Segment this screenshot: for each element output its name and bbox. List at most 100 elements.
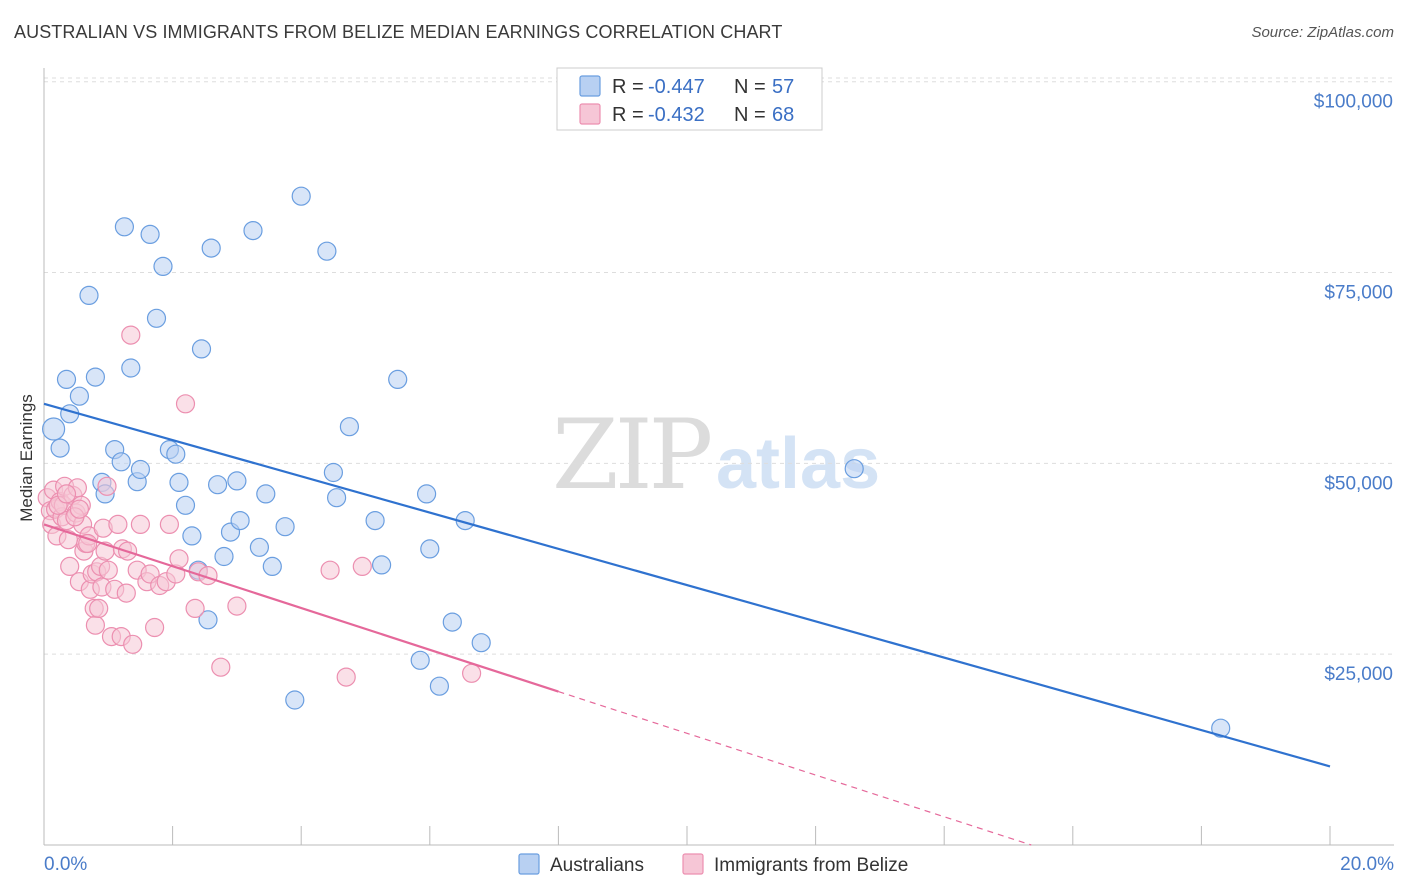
- point-australians: [327, 488, 347, 508]
- x-axis-ticks: [43, 826, 1331, 845]
- point-belize: [462, 663, 482, 683]
- point-australians: [114, 217, 135, 237]
- point-australians: [201, 238, 221, 258]
- point-belize: [320, 560, 340, 580]
- point-australians: [191, 339, 212, 359]
- point-australians: [365, 510, 385, 531]
- y-axis-labels: $25,000 $50,000 $75,000 $100,000: [1314, 92, 1393, 685]
- bottom-legend-swatch-belize: [682, 853, 704, 875]
- point-australians: [169, 472, 189, 492]
- point-australians: [275, 517, 295, 537]
- y-tick-label: $25,000: [1324, 664, 1393, 685]
- watermark-zip: ZIP: [552, 399, 711, 511]
- point-australians: [323, 462, 343, 483]
- point-australians: [175, 495, 196, 515]
- point-australians: [442, 612, 462, 632]
- point-belize: [145, 617, 165, 638]
- point-belize: [60, 556, 80, 577]
- trend-lines: [43, 402, 1331, 846]
- point-belize: [211, 657, 231, 677]
- point-australians: [372, 555, 392, 575]
- legend-r-value-australians: -0.447: [648, 76, 705, 98]
- point-australians: [388, 369, 408, 389]
- series-australians: [41, 186, 1231, 738]
- point-australians: [50, 438, 70, 458]
- point-belize: [97, 476, 117, 496]
- bottom-legend-label-australians: Australians: [550, 855, 644, 876]
- y-tick-label: $100,000: [1314, 92, 1393, 113]
- legend-r-label-belize: R =: [612, 104, 644, 126]
- series-belize: [37, 325, 482, 687]
- point-australians: [227, 471, 247, 491]
- point-australians: [230, 510, 250, 531]
- stats-legend: R = -0.447 N = 57 R = -0.432 N = 68: [556, 67, 823, 131]
- trend-line-belize-extension: [558, 691, 1032, 846]
- point-belize: [352, 556, 372, 577]
- point-belize: [175, 394, 196, 414]
- point-belize: [98, 560, 118, 580]
- point-australians: [56, 369, 77, 389]
- bottom-legend-swatch-australians: [518, 853, 540, 875]
- point-belize: [159, 514, 179, 535]
- point-australians: [214, 546, 234, 567]
- point-australians: [79, 285, 99, 305]
- point-australians: [844, 459, 864, 479]
- bottom-legend-label-belize: Immigrants from Belize: [714, 855, 908, 876]
- point-australians: [130, 459, 150, 480]
- point-australians: [317, 241, 337, 261]
- legend-n-label-belize: N =: [734, 104, 766, 126]
- point-australians: [153, 256, 173, 276]
- point-australians: [1211, 718, 1231, 738]
- point-australians: [410, 650, 430, 670]
- point-australians: [249, 537, 269, 557]
- point-australians: [339, 417, 359, 437]
- point-australians: [285, 690, 305, 710]
- point-australians: [85, 367, 106, 387]
- source-credit: Source: ZipAtlas.com: [1251, 24, 1394, 41]
- point-australians: [417, 484, 437, 504]
- point-belize: [69, 499, 90, 519]
- point-belize: [121, 325, 141, 345]
- y-tick-label: $50,000: [1324, 473, 1393, 494]
- gridlines: [44, 77, 1394, 655]
- point-australians: [429, 676, 449, 696]
- point-australians: [69, 386, 90, 406]
- point-australians: [166, 444, 186, 464]
- bottom-legend: Australians Immigrants from Belize: [518, 853, 908, 876]
- point-belize: [108, 514, 128, 535]
- point-belize: [130, 514, 150, 535]
- point-australians: [291, 186, 311, 206]
- y-tick-label: $75,000: [1324, 283, 1393, 304]
- point-australians: [111, 452, 131, 472]
- point-australians: [420, 539, 440, 559]
- x-tick-label-max: 20.0%: [1340, 854, 1394, 875]
- y-axis-title: Median Earnings: [17, 394, 36, 522]
- point-australians: [140, 224, 160, 244]
- legend-swatch-australians: [579, 75, 601, 97]
- legend-n-value-australians: 57: [772, 76, 794, 98]
- point-belize: [185, 598, 205, 619]
- point-belize: [116, 583, 136, 603]
- point-belize: [89, 598, 109, 619]
- point-belize: [227, 596, 247, 616]
- point-australians: [262, 556, 282, 577]
- legend-swatch-belize: [579, 103, 601, 125]
- point-belize: [85, 615, 106, 635]
- trend-line-australians: [43, 402, 1331, 768]
- point-belize: [336, 667, 356, 687]
- point-australians: [198, 610, 218, 630]
- point-belize: [56, 484, 77, 504]
- point-australians: [471, 633, 491, 653]
- chart-title: AUSTRALIAN VS IMMIGRANTS FROM BELIZE MED…: [14, 22, 783, 42]
- trend-line-belize: [43, 523, 559, 693]
- point-australians: [41, 417, 66, 441]
- point-australians: [121, 358, 141, 378]
- legend-n-label-australians: N =: [734, 76, 766, 98]
- point-australians: [243, 221, 263, 241]
- legend-r-value-belize: -0.432: [648, 104, 705, 126]
- legend-r-label-australians: R =: [612, 76, 644, 98]
- x-tick-label-min: 0.0%: [44, 854, 87, 875]
- stats-legend-box: [556, 67, 823, 131]
- point-australians: [146, 308, 167, 328]
